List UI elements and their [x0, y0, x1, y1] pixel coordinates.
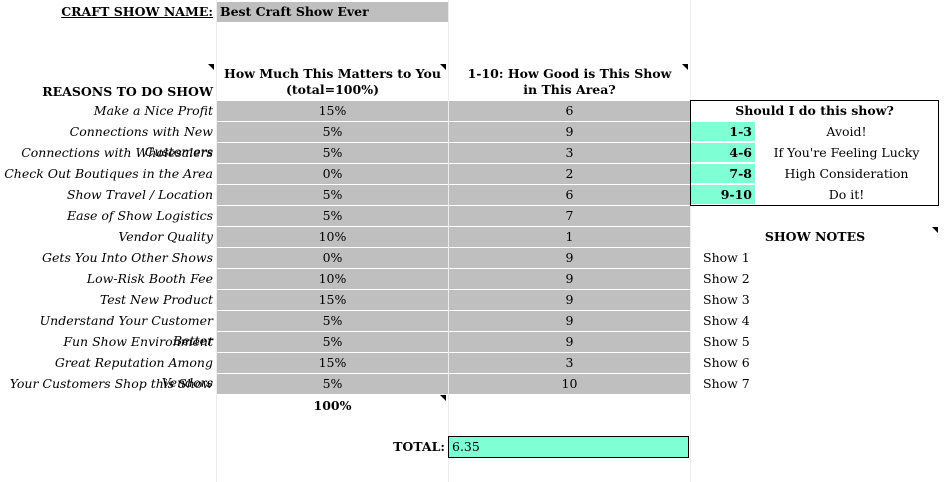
total-label: TOTAL:	[393, 439, 445, 454]
reason-label: Understand Your Customer Better	[39, 313, 213, 348]
legend-title: Should I do this show?	[735, 103, 894, 118]
legend-range: 7-8	[691, 164, 755, 184]
show-note-item[interactable]: Show 3	[703, 292, 750, 307]
reason-label: Make a Nice Profit	[93, 103, 213, 118]
matters-input[interactable]: 5%	[217, 374, 448, 395]
good-input[interactable]: 10	[449, 374, 690, 395]
reason-label: Fun Show Environment	[63, 334, 213, 349]
reason-label: Great Reputation Among Vendors	[54, 355, 213, 390]
craft-show-name-label: CRAFT SHOW NAME:	[61, 4, 213, 19]
good-input[interactable]: 9	[449, 122, 690, 143]
matters-input[interactable]: 5%	[217, 332, 448, 353]
matters-input[interactable]: 10%	[217, 227, 448, 248]
good-input[interactable]: 6	[449, 101, 690, 122]
gridline	[690, 0, 691, 482]
matters-input[interactable]: 10%	[217, 269, 448, 290]
legend-text: High Consideration	[784, 166, 909, 181]
comment-marker-icon	[932, 227, 938, 233]
good-input[interactable]: 3	[449, 143, 690, 164]
reason-label: Connections with New Customers	[69, 124, 213, 159]
reason-label: Test New Product	[99, 292, 213, 307]
show-note-item[interactable]: Show 1	[703, 250, 750, 265]
good-input[interactable]: 9	[449, 290, 690, 311]
good-input[interactable]: 9	[449, 311, 690, 332]
comment-marker-icon	[440, 395, 446, 401]
reason-label: Your Customers Shop this Show	[9, 376, 213, 391]
reason-label: Low-Risk Booth Fee	[86, 271, 213, 286]
show-note-item[interactable]: Show 7	[703, 376, 750, 391]
craft-show-name-input[interactable]: Best Craft Show Ever	[217, 2, 448, 22]
matters-header: How Much This Matters to You (total=100%…	[224, 66, 441, 97]
legend-text: Do it!	[828, 187, 865, 202]
reason-label: Check Out Boutiques in the Area	[4, 166, 213, 181]
good-input[interactable]: 2	[449, 164, 690, 185]
reason-label: Ease of Show Logistics	[67, 208, 213, 223]
gridline	[448, 0, 449, 482]
good-input[interactable]: 9	[449, 269, 690, 290]
legend-text: Avoid!	[826, 124, 867, 139]
matters-input[interactable]: 0%	[217, 248, 448, 269]
comment-marker-icon	[440, 64, 446, 70]
good-input[interactable]: 3	[449, 353, 690, 374]
matters-input[interactable]: 5%	[217, 311, 448, 332]
comment-marker-icon	[682, 64, 688, 70]
reason-label: Vendor Quality	[118, 229, 213, 244]
matters-input[interactable]: 5%	[217, 206, 448, 227]
matters-input[interactable]: 5%	[217, 185, 448, 206]
reasons-header: REASONS TO DO SHOW	[42, 84, 213, 99]
show-notes-title: SHOW NOTES	[764, 229, 866, 244]
show-note-item[interactable]: Show 2	[703, 271, 750, 286]
legend-text: If You're Feeling Lucky	[773, 145, 920, 160]
good-input[interactable]: 6	[449, 185, 690, 206]
matters-input[interactable]: 15%	[217, 353, 448, 374]
matters-input[interactable]: 5%	[217, 122, 448, 143]
good-input[interactable]: 9	[449, 248, 690, 269]
matters-total: 100%	[313, 398, 352, 413]
show-note-item[interactable]: Show 5	[703, 334, 750, 349]
comment-marker-icon	[208, 64, 214, 70]
show-note-item[interactable]: Show 6	[703, 355, 750, 370]
reason-label: Gets You Into Other Shows	[42, 250, 213, 265]
total-value[interactable]: 6.35	[448, 436, 689, 458]
matters-input[interactable]: 15%	[217, 290, 448, 311]
matters-input[interactable]: 15%	[217, 101, 448, 122]
reason-label: Show Travel / Location	[66, 187, 213, 202]
gridline	[216, 0, 217, 482]
good-input[interactable]: 9	[449, 332, 690, 353]
good-header: 1-10: How Good is This Show in This Area…	[467, 66, 672, 97]
legend-range: 4-6	[691, 143, 755, 163]
legend-range: 9-10	[691, 185, 755, 205]
reason-label: Connections with Wholesalers	[21, 145, 213, 160]
good-input[interactable]: 1	[449, 227, 690, 248]
legend-box: Should I do this show? 1-3 Avoid! 4-6 If Yo…	[690, 100, 939, 206]
good-input[interactable]: 7	[449, 206, 690, 227]
legend-range: 1-3	[691, 122, 755, 142]
matters-input[interactable]: 0%	[217, 164, 448, 185]
matters-input[interactable]: 5%	[217, 143, 448, 164]
show-note-item[interactable]: Show 4	[703, 313, 750, 328]
